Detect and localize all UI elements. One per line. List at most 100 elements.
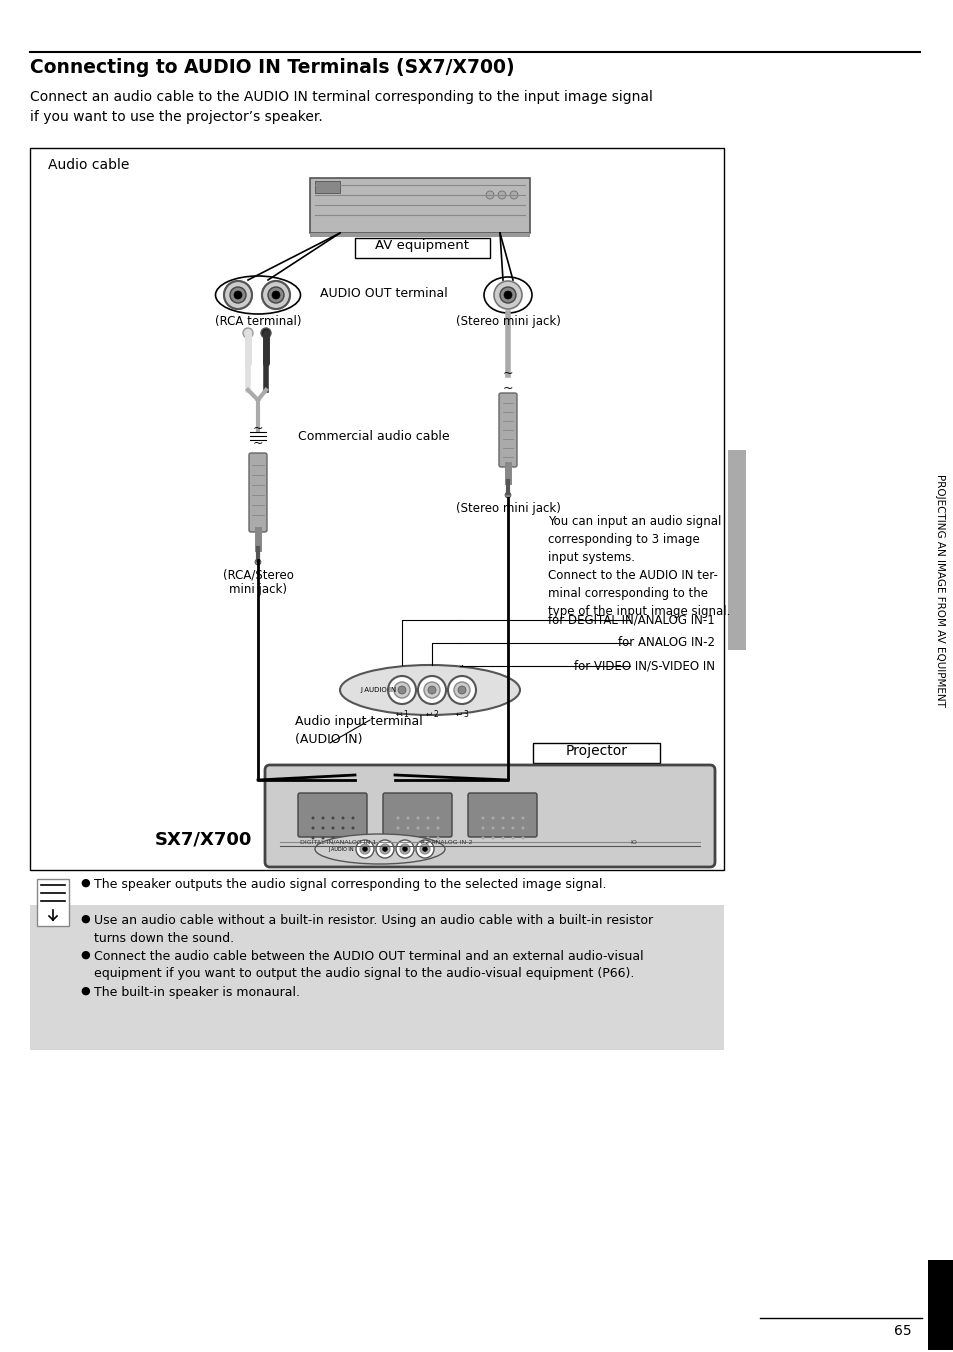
Circle shape: [501, 817, 504, 819]
Ellipse shape: [483, 277, 532, 314]
Text: for ANALOG IN-2: for ANALOG IN-2: [618, 637, 714, 649]
Circle shape: [510, 191, 517, 199]
Circle shape: [394, 681, 410, 698]
Circle shape: [359, 844, 370, 854]
Text: IO: IO: [629, 840, 637, 845]
Circle shape: [416, 817, 419, 819]
Circle shape: [254, 558, 261, 565]
Text: $\hookleftarrow$3: $\hookleftarrow$3: [454, 708, 469, 719]
Circle shape: [224, 281, 252, 310]
Text: (RCA terminal): (RCA terminal): [214, 315, 301, 329]
Bar: [533, 744, 659, 763]
Bar: [314, 181, 339, 193]
Circle shape: [341, 817, 344, 819]
Bar: [310, 233, 530, 237]
FancyBboxPatch shape: [382, 794, 452, 837]
Circle shape: [402, 846, 407, 852]
Text: Projector: Projector: [565, 744, 627, 758]
Circle shape: [503, 291, 512, 299]
Circle shape: [422, 846, 427, 852]
Circle shape: [331, 837, 335, 840]
Circle shape: [261, 329, 271, 338]
Circle shape: [491, 837, 494, 840]
FancyBboxPatch shape: [37, 879, 69, 926]
Circle shape: [436, 837, 439, 840]
Circle shape: [416, 840, 434, 859]
Ellipse shape: [215, 276, 300, 314]
Circle shape: [521, 826, 524, 830]
Circle shape: [454, 681, 470, 698]
Text: J AUDIO IN: J AUDIO IN: [359, 687, 395, 694]
FancyBboxPatch shape: [265, 765, 714, 867]
Circle shape: [396, 826, 399, 830]
Text: Audio cable: Audio cable: [48, 158, 130, 172]
Text: Use an audio cable without a built-in resistor. Using an audio cable with a buil: Use an audio cable without a built-in re…: [94, 914, 653, 945]
FancyBboxPatch shape: [297, 794, 367, 837]
Text: $\hookleftarrow$2: $\hookleftarrow$2: [424, 708, 439, 719]
FancyBboxPatch shape: [249, 453, 267, 531]
Ellipse shape: [314, 834, 444, 864]
Text: (Stereo mini jack): (Stereo mini jack): [456, 502, 559, 515]
Text: Connecting to AUDIO IN Terminals (SX7/X700): Connecting to AUDIO IN Terminals (SX7/X7…: [30, 58, 514, 77]
Text: ●: ●: [80, 986, 90, 996]
Text: ~
~: ~ ~: [502, 366, 513, 395]
Circle shape: [491, 817, 494, 819]
Text: PROJECTING AN IMAGE FROM AV EQUIPMENT: PROJECTING AN IMAGE FROM AV EQUIPMENT: [934, 473, 944, 707]
Text: for DEGITAL IN/ANALOG IN-1: for DEGITAL IN/ANALOG IN-1: [548, 614, 714, 626]
Ellipse shape: [339, 665, 519, 715]
Circle shape: [504, 492, 511, 498]
Bar: [30, 904, 723, 1051]
FancyBboxPatch shape: [498, 393, 517, 466]
Circle shape: [481, 817, 484, 819]
Text: DIGITAL IN/ANALOG IN-1: DIGITAL IN/ANALOG IN-1: [299, 840, 376, 845]
Circle shape: [321, 817, 324, 819]
Text: The built-in speaker is monaural.: The built-in speaker is monaural.: [94, 986, 299, 999]
Text: J AUDIO IN: J AUDIO IN: [328, 846, 354, 852]
Circle shape: [416, 837, 419, 840]
Circle shape: [423, 681, 439, 698]
Circle shape: [382, 846, 387, 852]
Circle shape: [331, 817, 335, 819]
Text: SX7/X700: SX7/X700: [154, 830, 253, 848]
Circle shape: [501, 837, 504, 840]
Circle shape: [243, 329, 253, 338]
Text: ●: ●: [80, 950, 90, 960]
Text: AUDIO OUT terminal: AUDIO OUT terminal: [319, 287, 447, 300]
Text: ~
~: ~ ~: [253, 422, 263, 450]
FancyBboxPatch shape: [310, 178, 530, 233]
Circle shape: [272, 291, 280, 299]
Circle shape: [341, 837, 344, 840]
Circle shape: [355, 840, 374, 859]
Circle shape: [321, 826, 324, 830]
Bar: [30, 147, 723, 869]
Bar: [355, 238, 490, 258]
Text: (Stereo mini jack): (Stereo mini jack): [456, 315, 559, 329]
Circle shape: [417, 676, 446, 704]
Text: #2 ANALOG IN-2: #2 ANALOG IN-2: [419, 840, 472, 845]
Circle shape: [481, 837, 484, 840]
Circle shape: [511, 837, 514, 840]
Bar: [927, 1260, 953, 1351]
Circle shape: [511, 817, 514, 819]
Circle shape: [262, 281, 290, 310]
Circle shape: [397, 685, 406, 694]
Circle shape: [428, 685, 436, 694]
Circle shape: [491, 826, 494, 830]
Text: $\hookleftarrow$1: $\hookleftarrow$1: [394, 708, 409, 719]
Text: Commercial audio cable: Commercial audio cable: [297, 430, 449, 443]
Text: (RCA/Stereo
mini jack): (RCA/Stereo mini jack): [222, 568, 294, 596]
Circle shape: [312, 817, 314, 819]
Circle shape: [426, 817, 429, 819]
Circle shape: [395, 840, 414, 859]
Bar: [727, 450, 745, 650]
Circle shape: [419, 844, 430, 854]
Circle shape: [499, 287, 516, 303]
Circle shape: [379, 844, 390, 854]
Circle shape: [396, 817, 399, 819]
Circle shape: [426, 826, 429, 830]
Circle shape: [426, 837, 429, 840]
Text: ●: ●: [80, 877, 90, 888]
Circle shape: [388, 676, 416, 704]
Circle shape: [436, 826, 439, 830]
Text: for VIDEO IN/S-VIDEO IN: for VIDEO IN/S-VIDEO IN: [574, 660, 714, 672]
